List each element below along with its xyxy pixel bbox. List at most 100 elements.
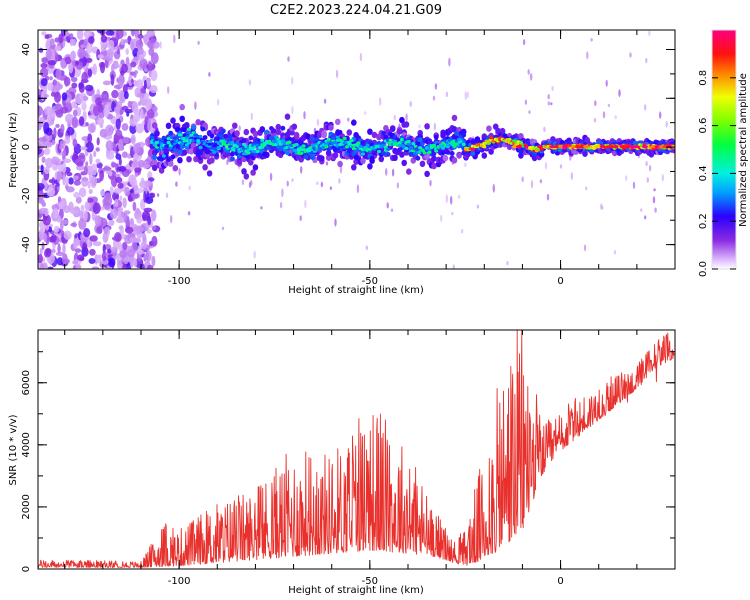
heatmap-cell: [72, 138, 78, 148]
heatmap-cell: [216, 145, 221, 150]
heatmap-cell: [209, 133, 215, 139]
heatmap-cell: [440, 132, 446, 139]
heatmap-cell: [167, 160, 174, 167]
heatmap-cell: [184, 122, 190, 129]
heatmap-cell: [122, 241, 128, 251]
heatmap-cell: [360, 157, 366, 164]
heatmap-cell: [367, 128, 373, 135]
heatmap-cell: [91, 93, 96, 103]
heatmap-cell: [122, 136, 129, 144]
heatmap-cell: [139, 180, 148, 189]
heatmap-cell: [206, 170, 213, 177]
heatmap-cell: [451, 211, 454, 216]
x-tick-label: -50: [362, 576, 378, 587]
heatmap-cell: [95, 254, 103, 259]
heatmap-cell: [137, 47, 144, 55]
heatmap-cell: [308, 146, 313, 150]
heatmap-cell: [75, 60, 80, 66]
heatmap-cell: [346, 129, 353, 136]
heatmap-cell: [419, 160, 426, 167]
heatmap-cell: [316, 181, 319, 185]
heatmap-cell: [102, 80, 112, 86]
heatmap-cell: [54, 103, 61, 111]
heatmap-cell: [146, 228, 152, 234]
heatmap-cell: [209, 157, 215, 164]
heatmap-cell: [594, 100, 597, 107]
heatmap-cell: [142, 232, 147, 243]
heatmap-cell: [133, 237, 142, 243]
heatmap-cell: [613, 250, 617, 255]
heatmap-cell: [166, 157, 171, 162]
heatmap-cell: [378, 155, 385, 163]
heatmap-cell: [187, 131, 191, 135]
heatmap-cell: [393, 114, 396, 121]
heatmap-cell: [143, 207, 153, 213]
heatmap-cell: [117, 207, 124, 212]
heatmap-cell: [193, 133, 198, 137]
heatmap-cell: [434, 83, 438, 90]
heatmap-cell: [151, 122, 158, 129]
heatmap-cell: [132, 143, 141, 154]
heatmap-cell: [614, 115, 617, 120]
heatmap-cell: [260, 138, 265, 142]
heatmap-cell: [57, 242, 61, 254]
colorbar-ticks: 0.0 0.2 0.4 0.6 0.8: [698, 29, 737, 277]
heatmap-cell: [43, 122, 50, 134]
x-tick-label: 0: [557, 576, 563, 587]
heatmap-cell: [335, 69, 339, 79]
heatmap-cell: [145, 98, 153, 111]
heatmap-cell: [499, 127, 506, 135]
heatmap-cell: [147, 264, 154, 269]
heatmap-cell: [255, 149, 260, 153]
heatmap-cell: [47, 60, 57, 66]
heatmap-cell: [118, 225, 124, 230]
heatmap-cell: [329, 186, 333, 191]
heatmap-cell: [177, 157, 183, 164]
heatmap-cell: [178, 168, 181, 176]
heatmap-cell: [81, 71, 88, 84]
heatmap-cell: [51, 204, 60, 211]
heatmap-cell: [441, 146, 446, 150]
heatmap-cell: [320, 181, 324, 188]
heatmap-cell: [77, 48, 85, 59]
heatmap-cell: [81, 101, 87, 111]
heatmap-cell: [457, 194, 461, 199]
heatmap-cell: [198, 150, 203, 156]
heatmap-cell: [125, 215, 130, 227]
heatmap-cell: [151, 235, 158, 247]
heatmap-cell: [111, 236, 121, 241]
heatmap-cell: [250, 112, 253, 121]
heatmap-cell: [158, 167, 165, 174]
heatmap-cell: [168, 130, 174, 136]
heatmap-cell: [147, 108, 155, 119]
heatmap-cell: [337, 129, 343, 135]
heatmap-cell: [131, 191, 140, 200]
heatmap-cell: [476, 204, 480, 209]
heatmap-cell: [248, 79, 252, 86]
heatmap-cell: [38, 254, 43, 264]
heatmap-cell: [234, 130, 240, 137]
heatmap-cell: [464, 162, 467, 168]
heatmap-cell: [47, 82, 54, 91]
heatmap-cell: [42, 214, 51, 226]
heatmap-cell: [45, 48, 52, 60]
heatmap-cell: [89, 248, 96, 256]
colorbar-tick-label: 0.8: [698, 70, 709, 86]
heatmap-cell: [40, 78, 48, 87]
heatmap-cell: [125, 48, 129, 55]
heatmap-cell: [60, 106, 69, 114]
heatmap-cell: [303, 154, 309, 160]
heatmap-cell: [136, 225, 144, 234]
spectrogram-panel: -100 -50 0 -40 -20 0 20 40 Height of straight l…: [8, 29, 676, 296]
spectrogram-axes: -100 -50 0 -40 -20 0 20 40: [21, 29, 676, 287]
heatmap-cell: [96, 117, 105, 126]
heatmap-cell: [69, 38, 74, 47]
heatmap-cell: [248, 135, 254, 141]
heatmap-cell: [645, 57, 648, 64]
heatmap-cell: [149, 192, 156, 199]
heatmap-cell: [590, 38, 593, 42]
heatmap-cell: [448, 57, 451, 67]
heatmap-cell: [45, 157, 53, 169]
heatmap-cell: [287, 56, 290, 62]
heatmap-cell: [640, 208, 643, 212]
